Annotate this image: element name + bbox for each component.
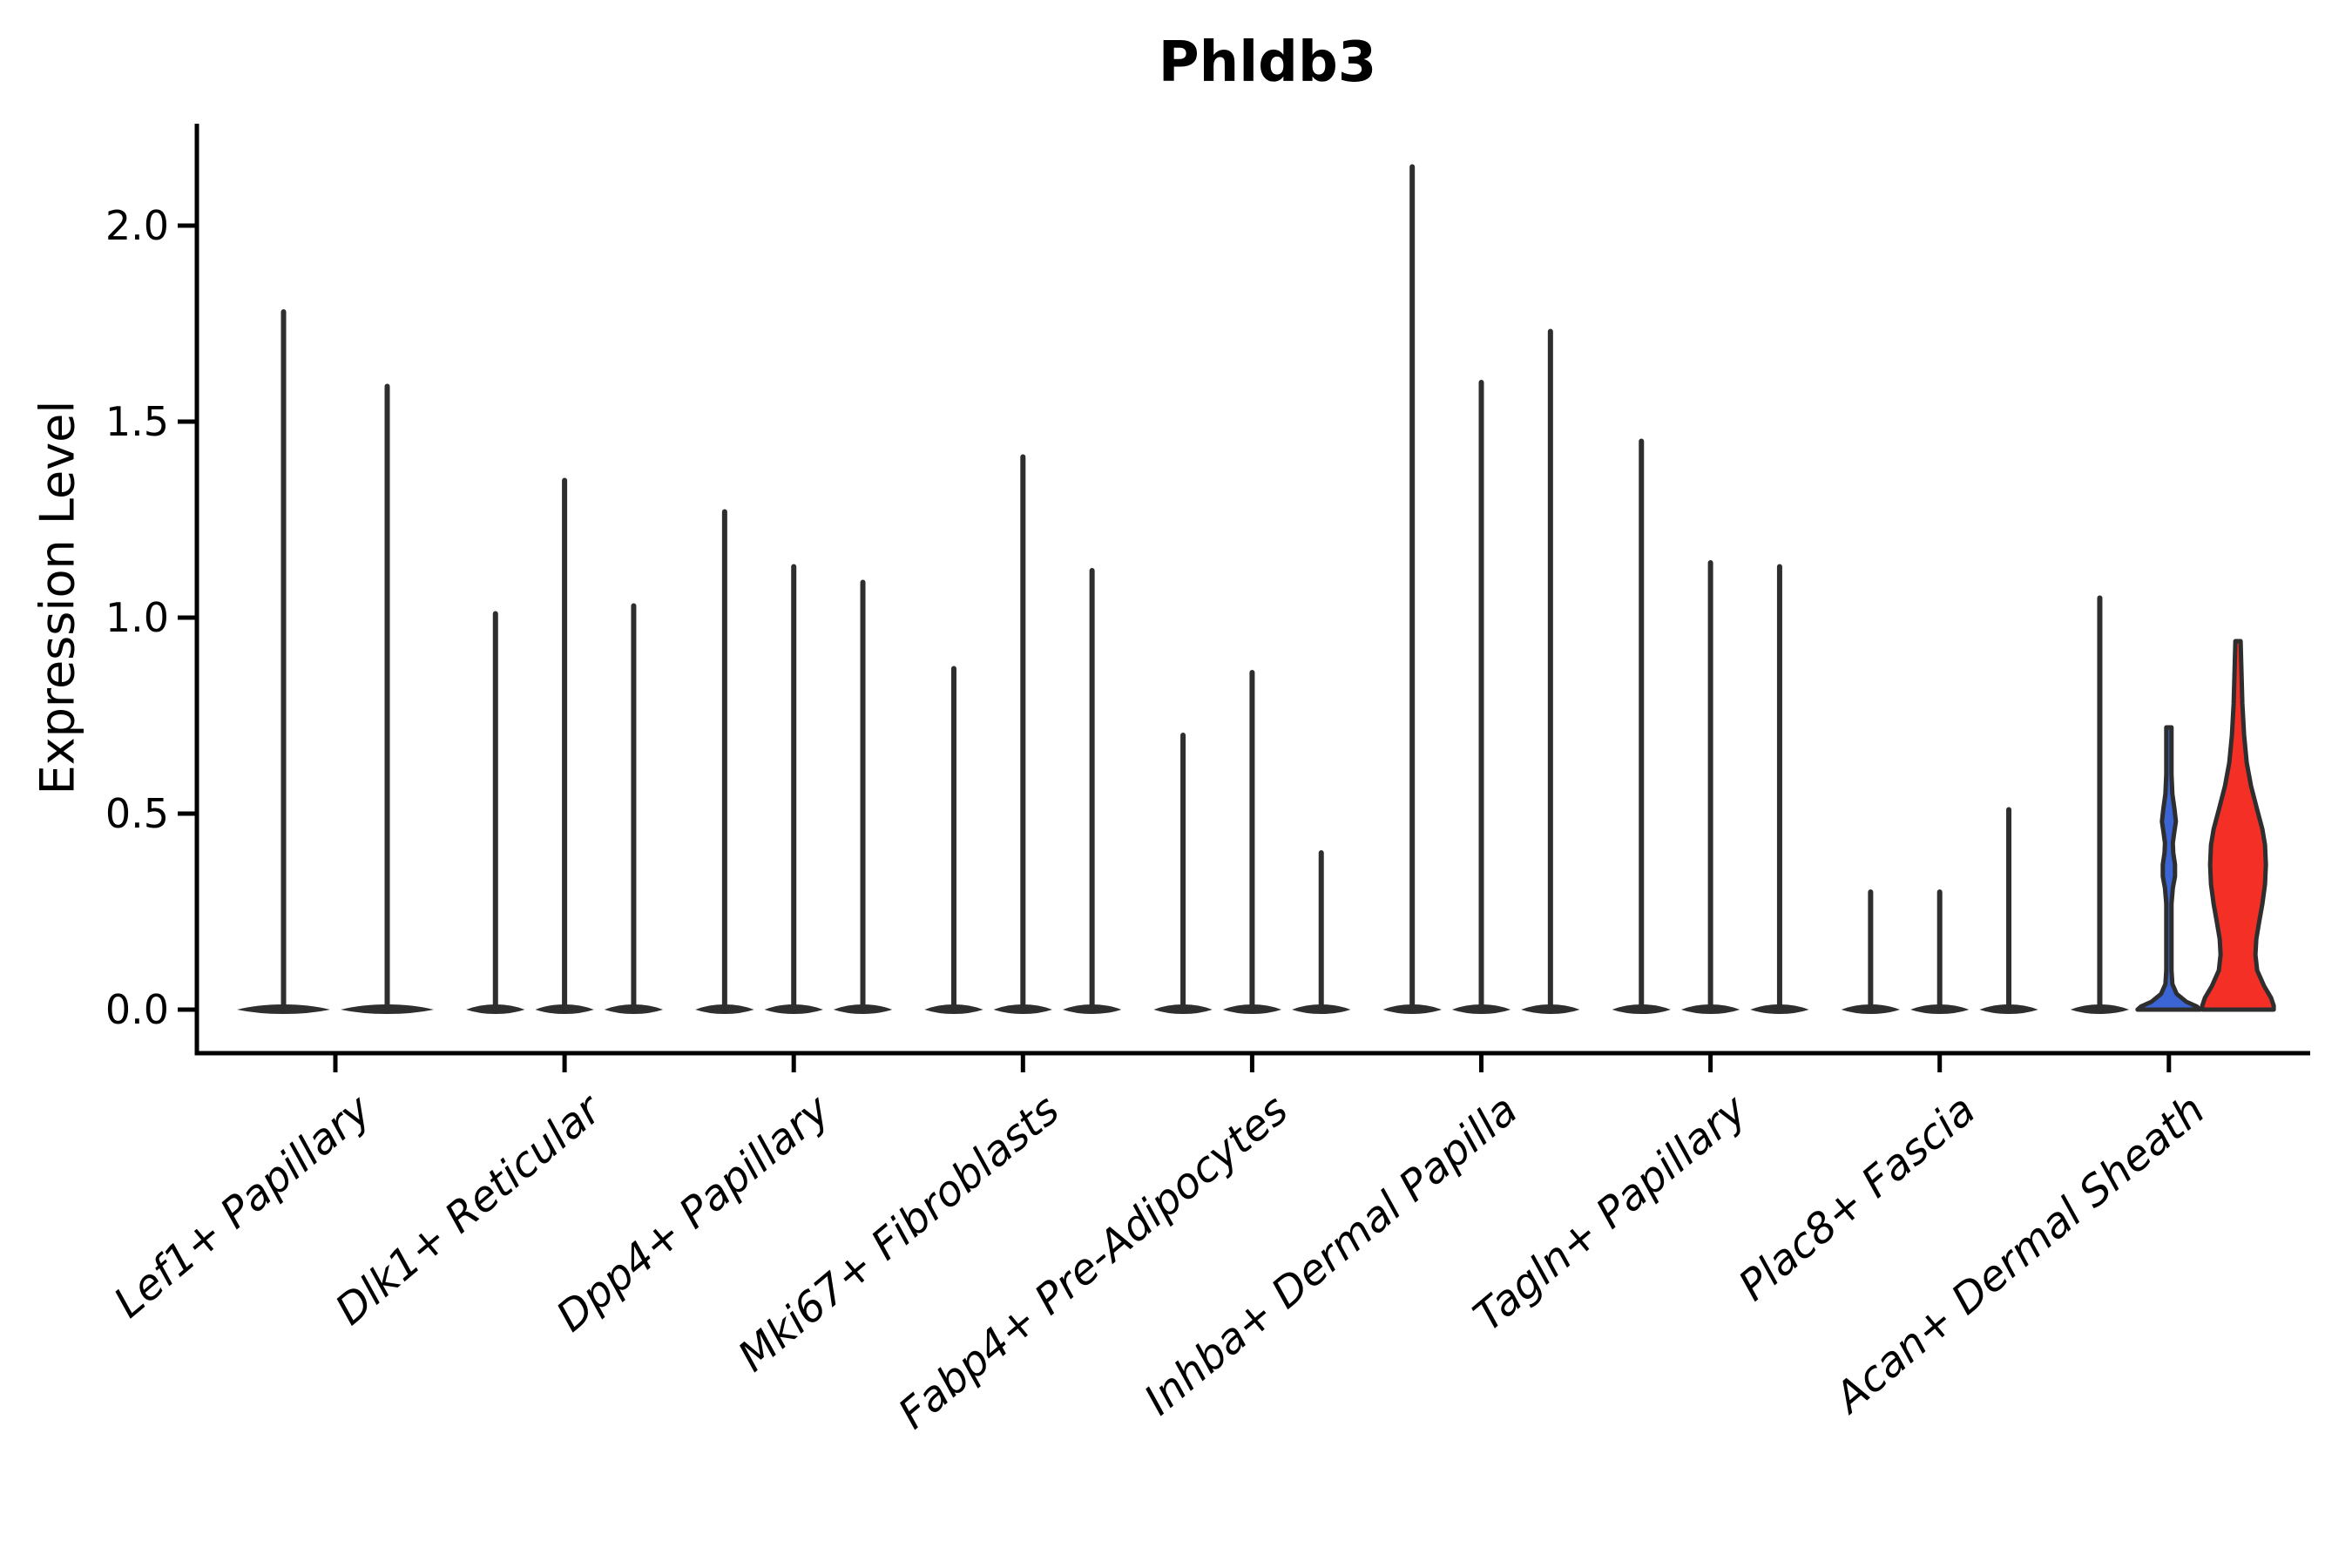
violin-blue: [2135, 725, 2203, 1012]
y-tick-label: 2.0: [105, 202, 169, 249]
violin-red: [2200, 639, 2276, 1012]
y-tick-label: 0.0: [105, 986, 169, 1033]
chart-title: Phldb3: [1158, 30, 1377, 95]
y-tick-label: 0.5: [105, 790, 169, 837]
y-tick-label: 1.0: [105, 594, 169, 641]
y-tick-label: 1.5: [105, 398, 169, 445]
